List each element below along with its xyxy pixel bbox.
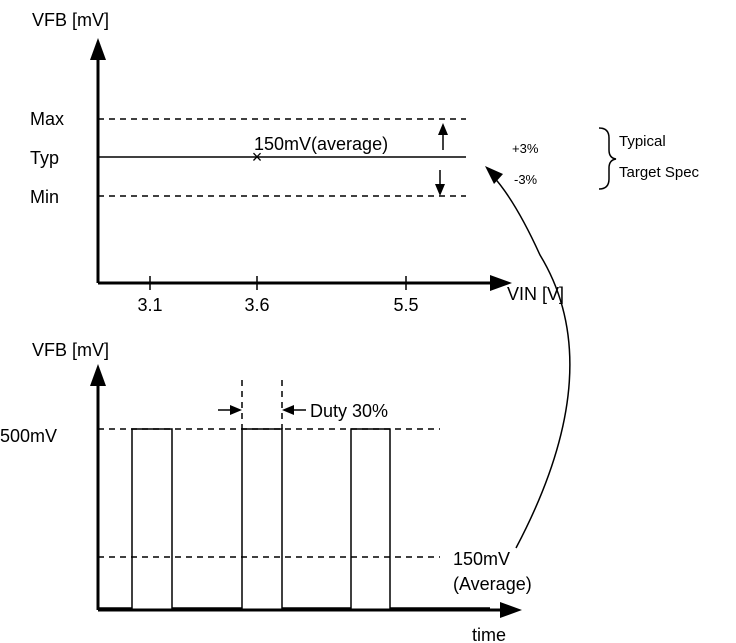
typ-label: Typ xyxy=(30,148,59,168)
bottom-x-axis-arrowhead xyxy=(500,602,522,618)
top-x-axis-arrowhead xyxy=(490,275,512,291)
duty-label: Duty 30% xyxy=(310,401,388,421)
tick-label-5-5: 5.5 xyxy=(393,295,418,315)
bottom-chart: VFB [mV] time 500mV Duty 30% 150mV (Aver… xyxy=(0,340,532,643)
average-caption-label: (Average) xyxy=(453,574,532,594)
spec-typical-label: Typical xyxy=(619,133,666,150)
duty-left-arrow-icon xyxy=(230,405,242,415)
spec-target-label: Target Spec xyxy=(619,164,700,181)
average-label-top: 150mV(average) xyxy=(254,134,388,154)
bottom-y-axis-label: VFB [mV] xyxy=(32,340,109,360)
plus-3-percent-label: +3% xyxy=(512,141,539,156)
minus-3-percent-label: -3% xyxy=(514,172,538,187)
min-label: Min xyxy=(30,187,59,207)
duty-right-arrow-icon xyxy=(282,405,294,415)
average-marker: × xyxy=(252,147,263,167)
top-chart: VFB [mV] VIN [V] Max Typ Min 3.1 3.6 5.5… xyxy=(30,10,700,315)
high-level-label: 500mV xyxy=(0,426,57,446)
bottom-x-axis-label: time xyxy=(472,625,506,643)
top-y-axis-label: VFB [mV] xyxy=(32,10,109,30)
top-y-axis-arrowhead xyxy=(90,38,106,60)
tick-label-3-1: 3.1 xyxy=(137,295,162,315)
max-label: Max xyxy=(30,109,64,129)
tick-label-3-6: 3.6 xyxy=(244,295,269,315)
pulse-waveform xyxy=(98,428,490,609)
average-value-label: 150mV xyxy=(453,549,510,569)
spec-brace xyxy=(598,127,617,190)
top-x-axis-label: VIN [V] xyxy=(507,284,564,304)
curved-link-arrow xyxy=(491,174,571,549)
curved-link-arrowhead-icon xyxy=(485,166,503,184)
bottom-y-axis-arrowhead xyxy=(90,364,106,386)
down-arrow-icon xyxy=(435,184,445,196)
up-arrow-icon xyxy=(438,123,448,135)
